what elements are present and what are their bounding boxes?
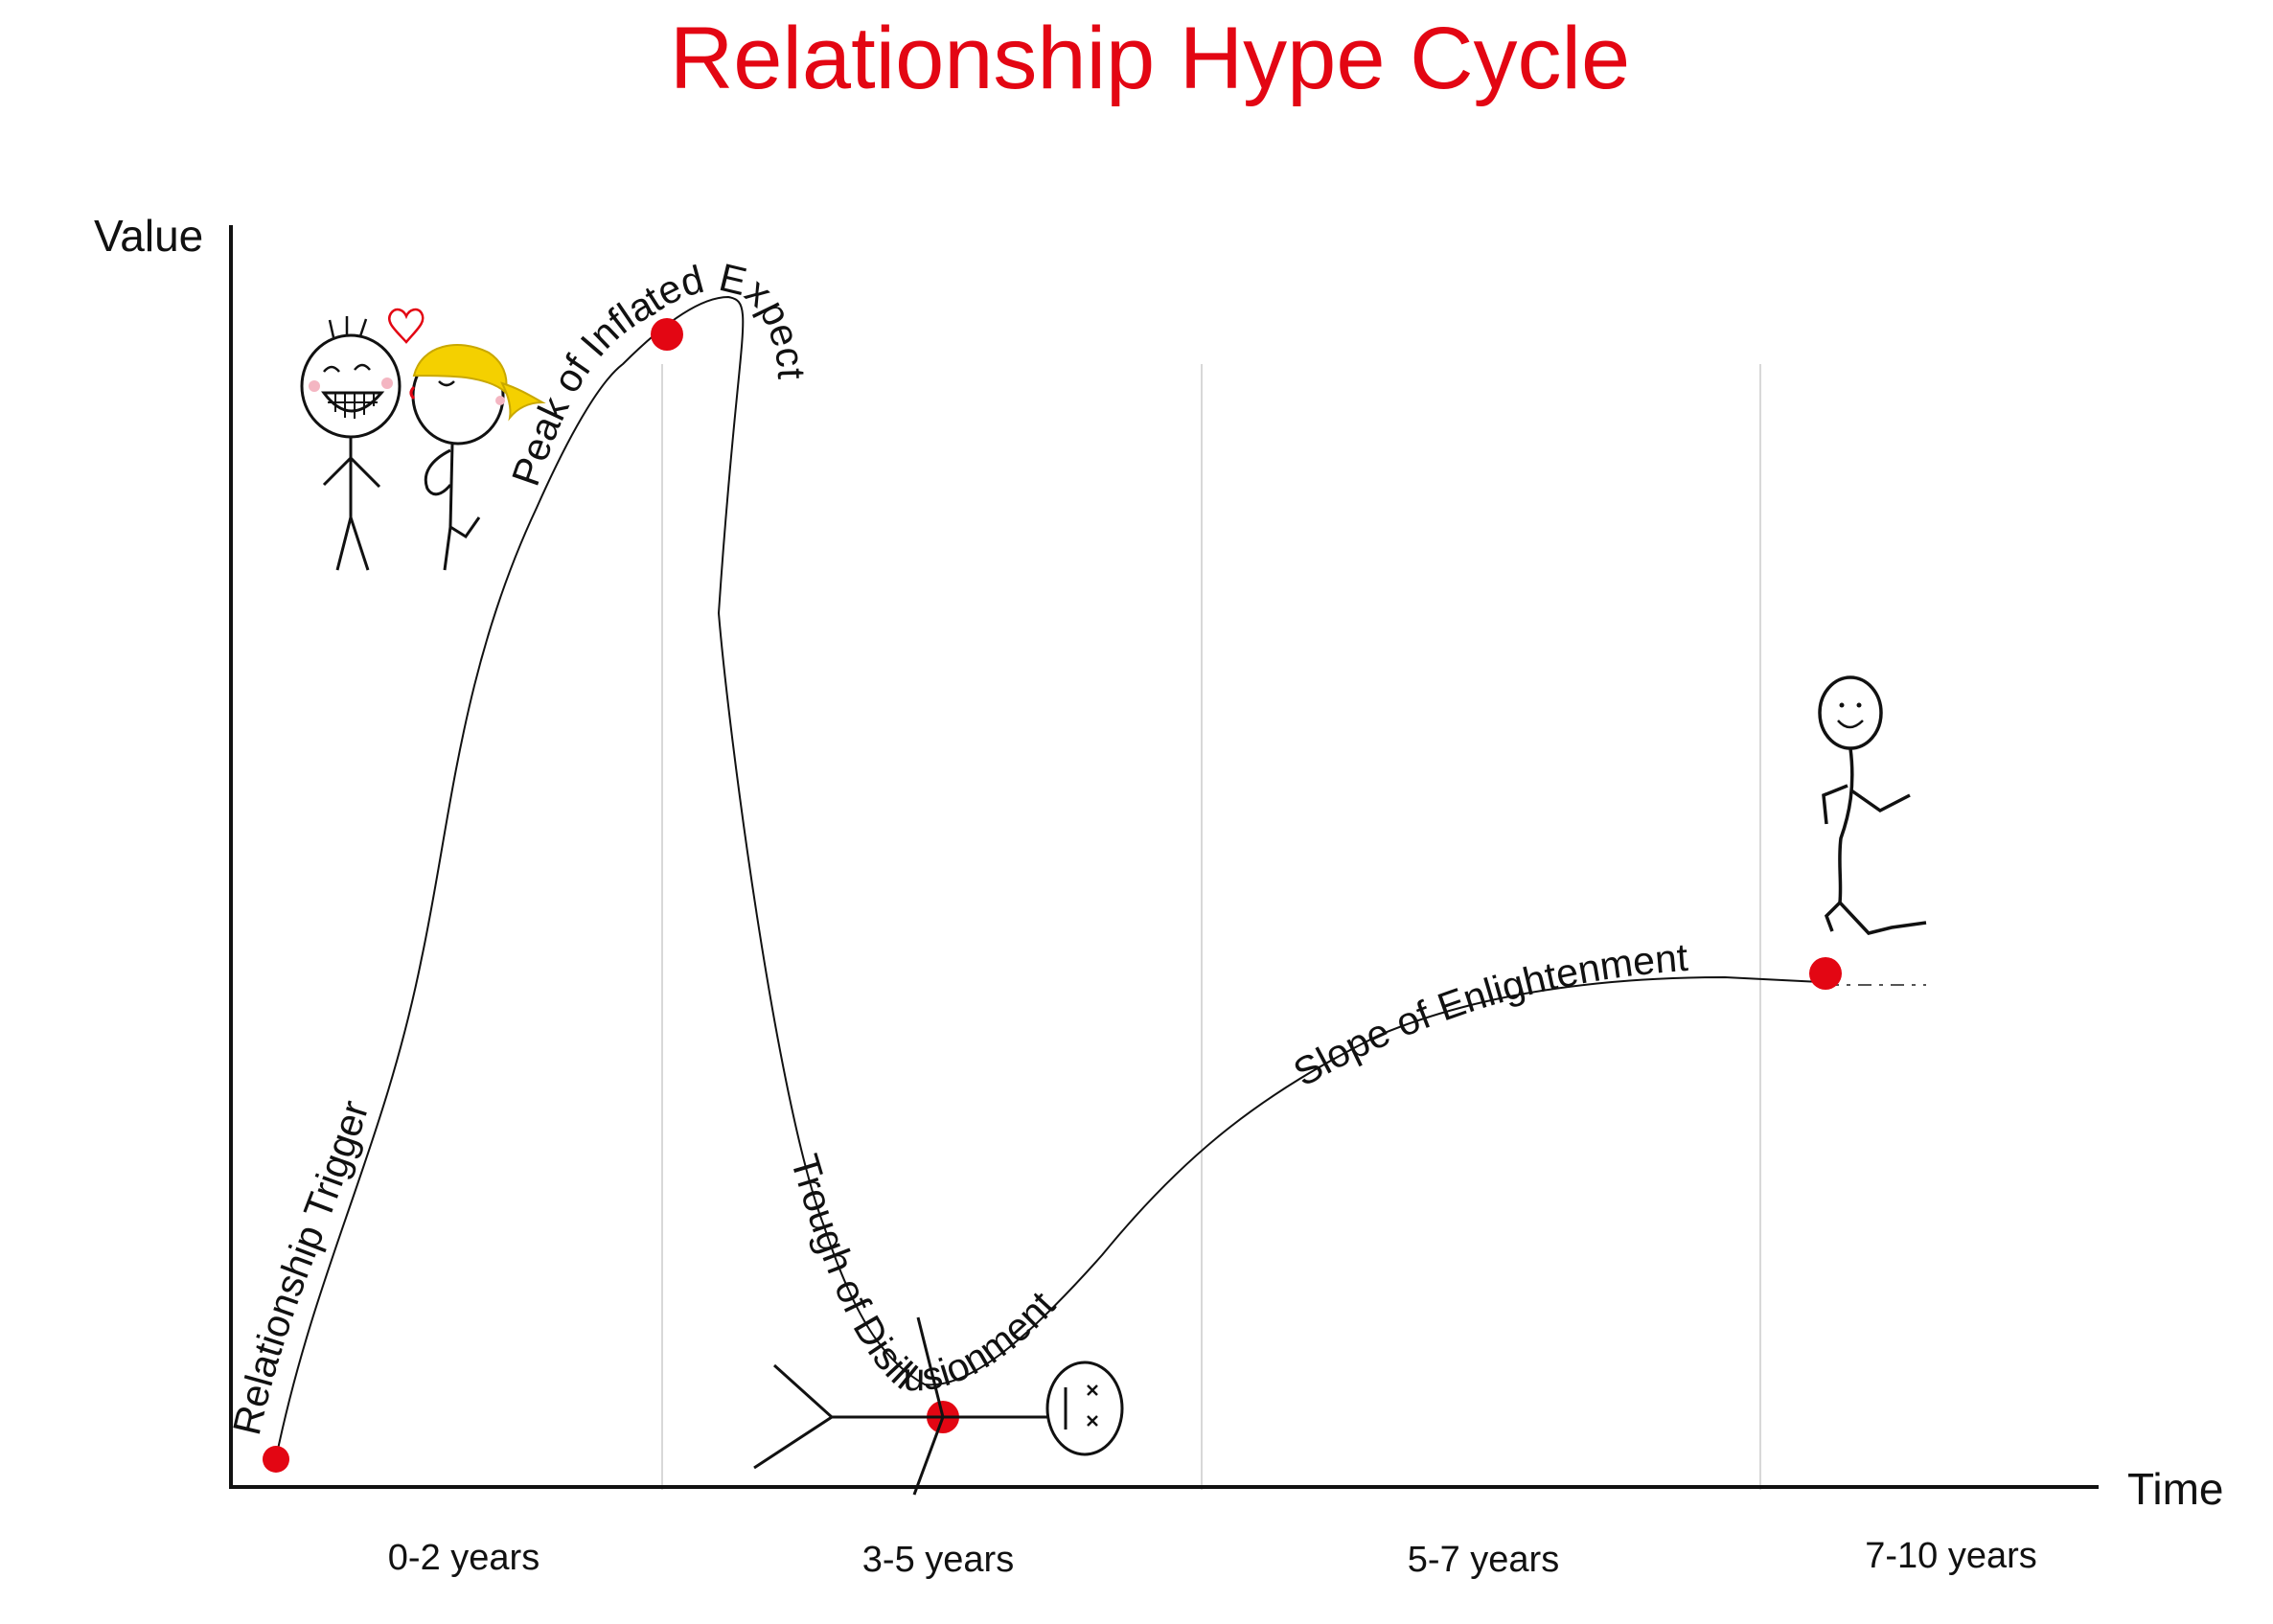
collapsed-legs xyxy=(754,1365,832,1468)
page-title: Relationship Hype Cycle xyxy=(670,10,1630,107)
girl-eye xyxy=(439,381,454,385)
runner-eye-left xyxy=(1839,702,1845,708)
phase-label-trigger: Relationship Trigger xyxy=(224,1095,378,1439)
runner-eye-right xyxy=(1856,702,1862,708)
heart-icon xyxy=(389,309,423,342)
runner-smile xyxy=(1838,721,1863,727)
phase-label-slope: Slope of Enlightenment xyxy=(1286,935,1689,1095)
boy-cheek-right xyxy=(381,377,393,389)
period-label-4: 7-10 years xyxy=(1865,1536,2037,1576)
collapsed-eye-bottom xyxy=(1088,1416,1097,1426)
marker-slope xyxy=(1809,957,1842,990)
collapsed-eye-top xyxy=(1088,1385,1097,1395)
kissing-couple-figure xyxy=(302,309,542,570)
boy-teeth xyxy=(328,394,378,419)
boy-hair xyxy=(330,316,366,337)
girl-lips xyxy=(411,387,414,399)
y-axis-label: Value xyxy=(94,211,203,261)
boy-cheek-left xyxy=(309,380,320,392)
period-label-1: 0-2 years xyxy=(388,1538,540,1578)
boy-arms xyxy=(324,458,379,487)
girl-legs xyxy=(445,517,479,570)
girl-arm xyxy=(425,450,450,494)
running-stick-figure xyxy=(1820,677,1926,933)
period-label-2: 3-5 years xyxy=(862,1540,1014,1580)
runner-leg-back xyxy=(1826,903,1840,931)
boy-legs xyxy=(337,517,368,570)
marker-trigger xyxy=(263,1446,289,1473)
girl-body xyxy=(450,444,452,527)
collapsed-arms xyxy=(914,1317,943,1495)
runner-leg-front xyxy=(1840,903,1926,933)
girl-cheek xyxy=(495,396,505,405)
collapsed-stick-figure xyxy=(754,1317,1122,1495)
phase-label-trough: Trough of Disillusionment xyxy=(782,1150,1064,1400)
marker-peak xyxy=(651,318,683,351)
hype-curve xyxy=(275,295,1822,1459)
runner-head xyxy=(1820,677,1881,748)
runner-arm-back xyxy=(1824,786,1848,824)
boy-eye-left xyxy=(324,367,339,372)
runner-body xyxy=(1840,748,1852,903)
x-axis-label: Time xyxy=(2127,1464,2224,1514)
girl-ponytail xyxy=(502,383,542,418)
boy-eye-right xyxy=(355,365,370,370)
period-label-3: 5-7 years xyxy=(1408,1540,1559,1580)
collapsed-head xyxy=(1047,1362,1122,1454)
runner-arm-front xyxy=(1851,790,1910,811)
